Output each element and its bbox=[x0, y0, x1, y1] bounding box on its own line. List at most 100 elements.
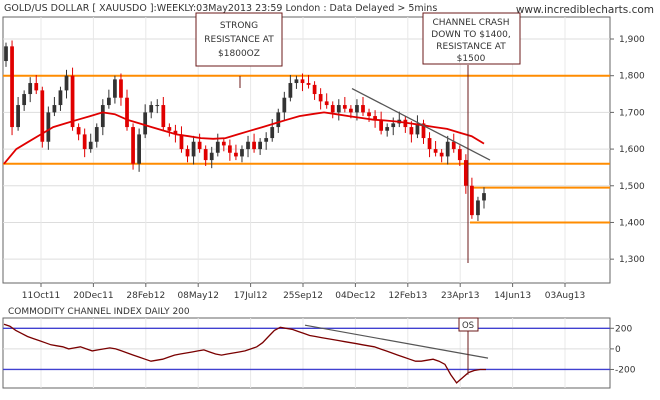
cci-downtrend-line bbox=[304, 324, 489, 359]
cci-plot-frame bbox=[2, 317, 611, 389]
crash-callout-line: DOWN TO $1400, bbox=[431, 30, 510, 40]
candle-body bbox=[125, 97, 129, 128]
price-x-tick-label: 03Aug13 bbox=[545, 291, 585, 301]
candle-body bbox=[155, 105, 160, 107]
candle-body bbox=[70, 75, 75, 128]
candle-body bbox=[209, 152, 214, 161]
candle-body bbox=[246, 141, 250, 150]
cci-y-tick-label: 200 bbox=[615, 324, 632, 334]
candle-body bbox=[336, 105, 341, 113]
candle-body bbox=[451, 141, 456, 150]
candle-body bbox=[427, 138, 432, 150]
candle-body bbox=[4, 46, 8, 62]
price-y-tick-label: 1,700 bbox=[619, 108, 645, 118]
candle-body bbox=[64, 75, 69, 91]
price-y-tick-label: 1,800 bbox=[619, 72, 645, 82]
candle-body bbox=[161, 105, 166, 128]
candle-body bbox=[373, 116, 377, 120]
candle-body bbox=[16, 105, 20, 128]
price-y-tick-label: 1,500 bbox=[619, 182, 645, 192]
candle-body bbox=[415, 123, 420, 135]
resistance-callout-line: RESISTANCE AT bbox=[204, 35, 274, 45]
candle-body bbox=[40, 90, 45, 142]
crash-callout-line: CHANNEL CRASH bbox=[432, 18, 509, 28]
price-x-tick-label: 08May12 bbox=[177, 291, 219, 301]
resistance-callout-line: $1800OZ bbox=[218, 49, 260, 59]
candle-body bbox=[409, 127, 414, 135]
price-x-tick-label: 28Feb12 bbox=[126, 291, 165, 301]
cci-title: COMMODITY CHANNEL INDEX DAILY 200 bbox=[8, 307, 190, 317]
candle-body bbox=[457, 149, 462, 161]
candle-body bbox=[179, 134, 184, 150]
price-y-tick-label: 1,600 bbox=[619, 145, 645, 155]
candle-body bbox=[342, 105, 347, 109]
candle-body bbox=[137, 134, 141, 164]
candle-body bbox=[143, 112, 148, 135]
candle-body bbox=[106, 97, 111, 106]
candle-body bbox=[10, 46, 14, 128]
resistance-callout: STRONG RESISTANCE AT $1800OZ bbox=[195, 12, 283, 88]
price-downtrend-line bbox=[351, 87, 491, 161]
moving-average-line bbox=[3, 111, 485, 165]
candle-body bbox=[391, 123, 396, 128]
candle-body bbox=[463, 160, 468, 186]
candle-body bbox=[367, 112, 371, 117]
candle-body bbox=[306, 83, 311, 85]
cci-panel: 200 0 -200 bbox=[2, 317, 636, 389]
price-y-tick-label: 1,300 bbox=[619, 255, 645, 265]
candle-body bbox=[318, 94, 323, 102]
candle-body bbox=[34, 83, 39, 91]
candle-body bbox=[58, 90, 63, 106]
cci-y-tick-label: -200 bbox=[615, 365, 636, 375]
chart-title: GOLD/US DOLLAR [ XAUUSDO ]:WEEKLY:03May2… bbox=[4, 3, 437, 14]
candle-body bbox=[149, 105, 154, 113]
candle-body bbox=[264, 138, 269, 142]
candle-body bbox=[421, 123, 426, 139]
candle-body bbox=[240, 149, 244, 157]
candle-body bbox=[185, 149, 190, 157]
price-x-tick-label: 25Sep12 bbox=[283, 291, 323, 301]
candle-body bbox=[252, 141, 256, 150]
cci-line bbox=[3, 323, 486, 384]
candle-body bbox=[324, 101, 329, 106]
candle-body bbox=[167, 127, 172, 131]
price-y-tick-label: 1,400 bbox=[619, 218, 645, 228]
candle-body bbox=[88, 141, 93, 150]
candle-body bbox=[234, 152, 238, 157]
price-x-tick-label: 17Jul12 bbox=[234, 291, 268, 301]
brand-watermark: www.incrediblecharts.com bbox=[516, 4, 654, 16]
candle-body bbox=[82, 134, 87, 150]
candle-body bbox=[445, 141, 450, 157]
cci-y-tick-label: 0 bbox=[615, 345, 621, 355]
candle-body bbox=[203, 149, 208, 161]
candle-body bbox=[197, 141, 202, 150]
price-plot-frame bbox=[2, 16, 611, 284]
candle-body bbox=[131, 127, 135, 164]
price-x-tick-label: 23Apr13 bbox=[441, 291, 479, 301]
crash-callout-line: RESISTANCE AT bbox=[436, 42, 506, 52]
candle-body bbox=[385, 127, 390, 131]
candle-body bbox=[119, 79, 123, 98]
candle-body bbox=[379, 119, 384, 131]
candle-body bbox=[94, 127, 99, 142]
candle-body bbox=[349, 108, 353, 113]
candle-body bbox=[100, 105, 105, 128]
candle-body bbox=[282, 97, 287, 113]
candle-body bbox=[276, 112, 281, 128]
os-callout-label: OS bbox=[462, 321, 474, 331]
candle-body bbox=[476, 200, 480, 216]
candle-body bbox=[294, 79, 299, 84]
resistance-callout-line: STRONG bbox=[220, 21, 258, 31]
candle-body bbox=[312, 84, 317, 95]
crash-callout: CHANNEL CRASH DOWN TO $1400, RESISTANCE … bbox=[422, 12, 521, 65]
price-y-tick-label: 1,900 bbox=[619, 35, 645, 45]
candle-body bbox=[215, 141, 220, 153]
candle-body bbox=[173, 130, 178, 135]
candle-body bbox=[470, 185, 474, 216]
price-x-tick-label: 04Dec12 bbox=[335, 291, 375, 301]
candle-body bbox=[28, 83, 33, 95]
candle-body bbox=[270, 127, 275, 139]
crash-callout-line: $1500 bbox=[457, 54, 486, 64]
